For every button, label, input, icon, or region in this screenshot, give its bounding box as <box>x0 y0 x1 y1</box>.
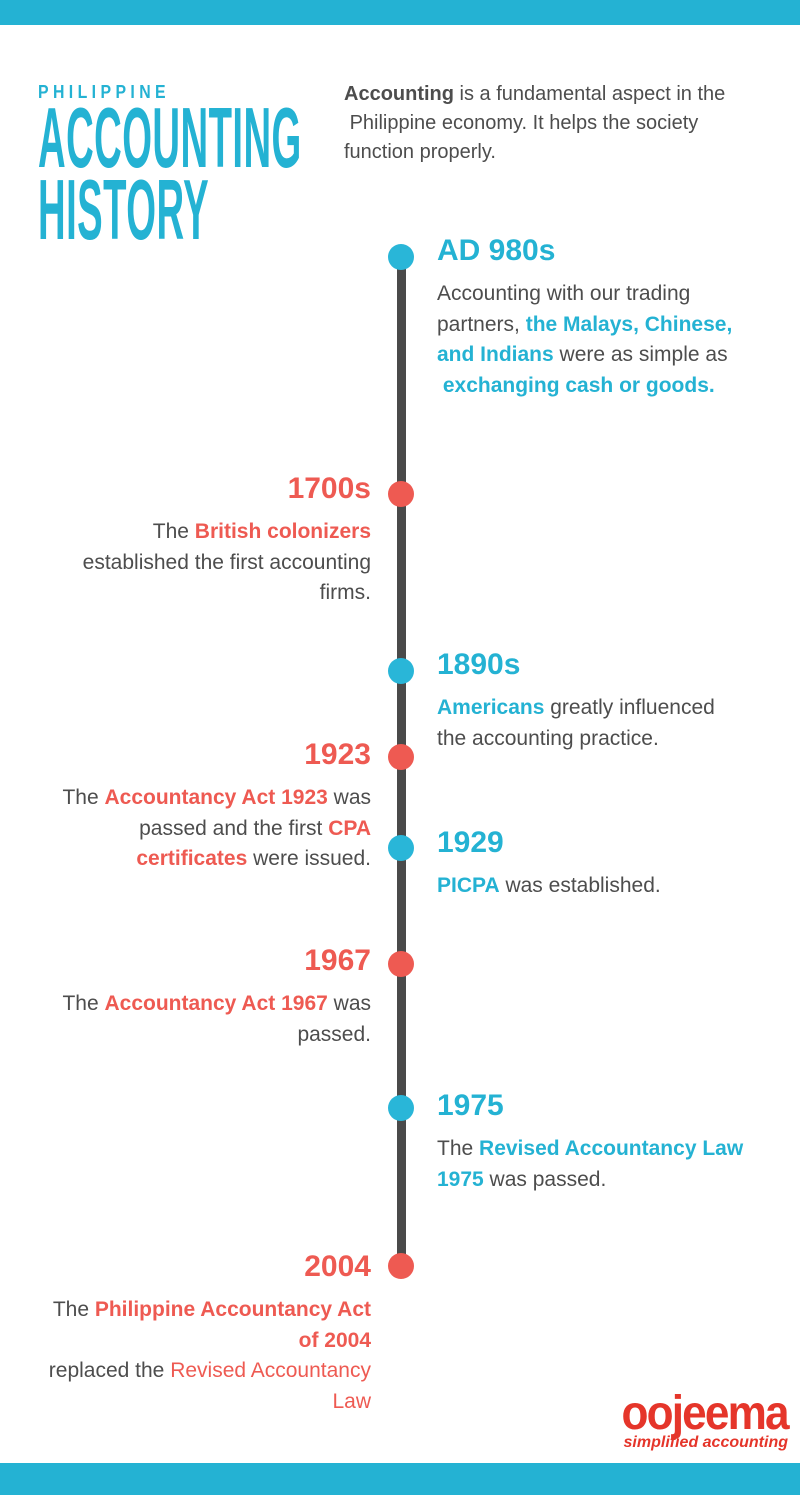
event-description: PICPA was established. <box>437 874 661 897</box>
timeline-event-1700s: 1700s The British colonizers established … <box>24 472 371 609</box>
timeline-dot-2004 <box>388 1253 414 1279</box>
logo-tagline: simplified accounting <box>623 1434 788 1451</box>
brand-logo: oojeema simplified accounting <box>488 1387 790 1452</box>
event-description: The Accountancy Act 1923 was passed and t… <box>62 786 371 870</box>
timeline-event-1967: 1967 The Accountancy Act 1967 was passed. <box>24 944 371 1050</box>
event-description: The Accountancy Act 1967 was passed. <box>62 992 371 1046</box>
event-year: 1923 <box>304 738 371 771</box>
timeline-dot-1700s <box>388 481 414 507</box>
timeline-dot-1975 <box>388 1095 414 1121</box>
intro-paragraph: Accounting is a fundamental aspect in th… <box>344 83 726 163</box>
event-description: The Philippine Accountancy Act of 2004 rep… <box>48 1298 371 1413</box>
event-description: The Revised Accountancy Law 1975 was pass… <box>437 1137 744 1191</box>
event-year: 1700s <box>287 472 371 505</box>
event-year: 1967 <box>304 944 371 977</box>
title-kicker: PHILIPPINE <box>38 82 171 102</box>
timeline-dot-1890s <box>388 658 414 684</box>
timeline-event-1975: 1975 The Revised Accountancy Law 1975 was… <box>437 1089 787 1195</box>
timeline-dot-1929 <box>388 835 414 861</box>
timeline-event-1923: 1923 The Accountancy Act 1923 was passed … <box>24 738 371 875</box>
event-description: The British colonizers established the fi… <box>82 520 371 604</box>
event-description: Americans greatly influenced the accounti… <box>437 696 715 750</box>
event-year: 2004 <box>304 1250 371 1283</box>
timeline-dot-1967 <box>388 951 414 977</box>
top-accent-bar <box>0 0 800 25</box>
event-year: 1929 <box>437 826 504 859</box>
event-year: 1975 <box>437 1089 504 1122</box>
event-description: Accounting with our trading partners, the… <box>437 282 733 397</box>
bottom-accent-bar <box>0 1463 800 1495</box>
timeline-event-2004: 2004 The Philippine Accountancy Act of 20… <box>24 1250 371 1417</box>
timeline-dot-ad980s <box>388 244 414 270</box>
event-year: AD 980s <box>437 234 556 267</box>
event-year: 1890s <box>437 648 521 681</box>
logo-wordmark: oojeema <box>621 1387 790 1440</box>
timeline-event-ad980s: AD 980s Accounting with our trading partn… <box>437 234 787 401</box>
timeline-event-1890s: 1890s Americans greatly influenced the ac… <box>437 648 787 754</box>
page-title-line1: ACCOUNTING <box>38 91 302 186</box>
page-title-line2: HISTORY <box>38 163 210 258</box>
timeline-event-1929: 1929 PICPA was established. <box>437 826 787 902</box>
timeline-dot-1923 <box>388 744 414 770</box>
